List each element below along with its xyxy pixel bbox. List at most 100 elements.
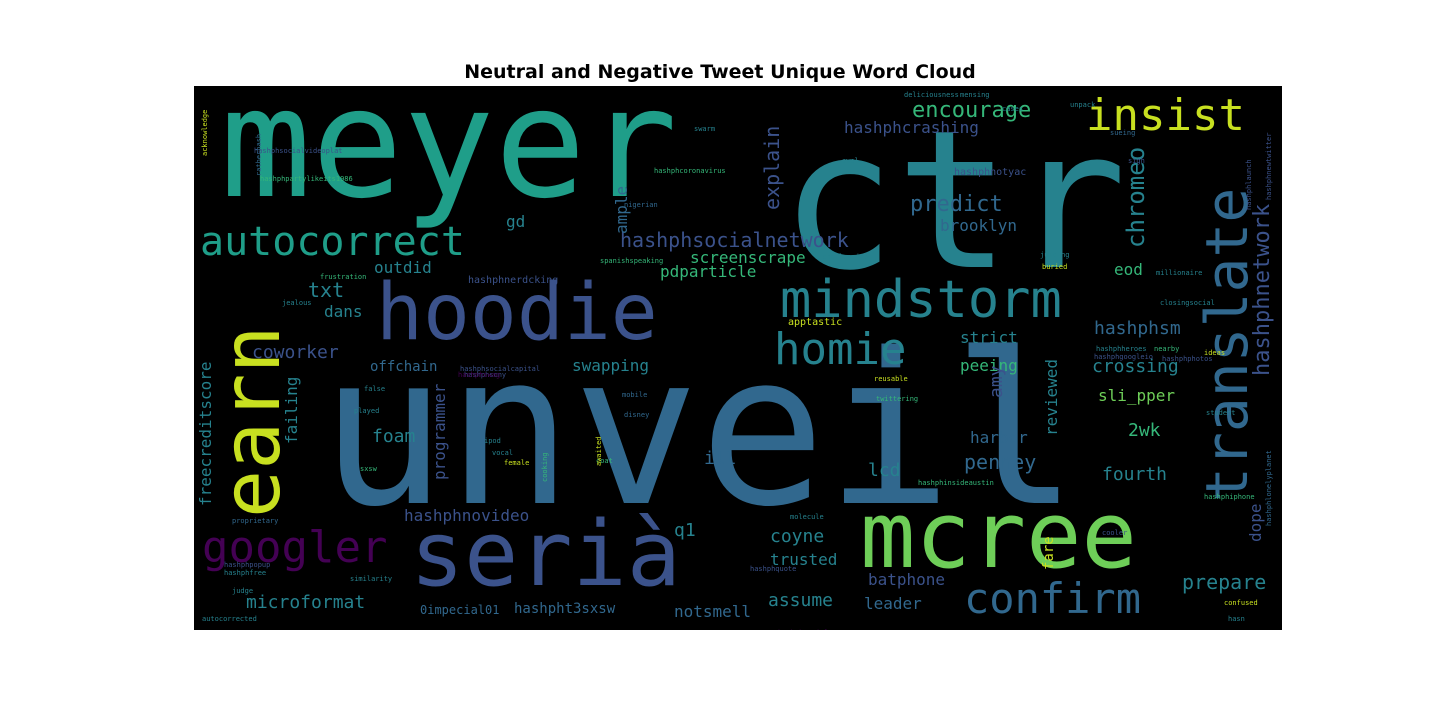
word: deliciousness <box>904 91 959 99</box>
word: hashphheroes <box>1096 345 1147 353</box>
word: swarm <box>694 125 716 133</box>
word: prepare <box>1182 570 1267 594</box>
word: amy <box>986 365 1007 398</box>
word: jealous <box>282 299 312 307</box>
word: serià <box>410 502 681 607</box>
word: peeing <box>960 356 1018 375</box>
word: confused <box>1224 599 1258 607</box>
word: coworker <box>252 342 339 363</box>
word: hashphquote <box>750 565 797 573</box>
word: played <box>354 407 380 415</box>
word: hashphswag <box>458 371 501 379</box>
word: mcree <box>860 482 1137 589</box>
word: awol <box>842 157 859 165</box>
word: juicing <box>1040 251 1070 259</box>
word: strict <box>960 328 1018 347</box>
word: acknowledge <box>201 109 209 156</box>
word: meyer <box>220 86 678 232</box>
word: googler <box>202 522 388 573</box>
word: hashphnetwork <box>1250 203 1275 376</box>
word: hashphsocialnetwork <box>620 228 849 252</box>
word: hashphpartylikeits1986 <box>260 175 353 183</box>
word: hashphnerdcking <box>468 275 559 286</box>
word: ipod <box>484 437 501 445</box>
word: disney <box>624 411 650 419</box>
word: hashphsm <box>1094 318 1181 339</box>
word: microformat <box>246 592 366 613</box>
word: pdparticle <box>660 262 757 281</box>
word: student <box>1206 409 1236 417</box>
chart-title: Neutral and Negative Tweet Unique Word C… <box>464 61 976 83</box>
word: hashphinsideaustin <box>918 479 994 487</box>
word: nigerian <box>624 201 658 209</box>
word-cloud: meyer ctr unveil hoodie earn serià mcree… <box>194 86 1282 630</box>
word: fare <box>1041 536 1057 570</box>
word: dope <box>1246 503 1265 542</box>
word: cooking <box>541 452 549 482</box>
word: hasn <box>1228 615 1245 623</box>
word: reviewed <box>1042 358 1061 436</box>
word: mindstorm <box>780 270 1062 330</box>
word: ideas <box>1204 349 1226 357</box>
word: 0impecial01 <box>420 603 500 617</box>
word: challenging <box>822 253 869 261</box>
word: encourage <box>912 98 1032 123</box>
word: gd <box>506 212 526 231</box>
word: sli_pper <box>1098 386 1176 405</box>
word: hashphpopup <box>224 561 271 569</box>
word: freecreditscore <box>196 361 215 507</box>
word: penney <box>964 450 1037 474</box>
word: ratherhash <box>255 133 263 176</box>
word: buried <box>1042 263 1068 271</box>
word: confirm <box>964 574 1142 623</box>
word: ctr <box>780 90 1127 313</box>
word: hashphsocialvideoplat <box>254 147 343 155</box>
word: programmer <box>430 383 449 480</box>
word: crossing <box>1092 356 1179 377</box>
word: unpack <box>1070 101 1096 109</box>
word: sxsw <box>360 465 377 473</box>
word: cooler <box>1102 529 1128 537</box>
word: assume <box>768 590 834 611</box>
word: failing <box>282 376 301 444</box>
word: ill <box>704 448 737 469</box>
word: hashphcrashing <box>844 118 979 137</box>
word: hashphlonelyplanet <box>1265 450 1273 526</box>
word: molecule <box>790 513 824 521</box>
word: unveil <box>320 308 1079 553</box>
word: hashphlaunch <box>1245 159 1253 210</box>
word: eod <box>1114 260 1143 279</box>
word: sigh <box>1128 157 1145 165</box>
word: notsmell <box>674 602 752 621</box>
word: explain <box>760 125 784 210</box>
word: sueing <box>1110 129 1136 137</box>
word: hashphgoogleio <box>1094 353 1154 361</box>
word: apptastic <box>788 317 843 328</box>
word: batphone <box>868 570 946 589</box>
word: dans <box>324 302 363 321</box>
word: female <box>504 459 530 467</box>
word: insist <box>1086 90 1245 141</box>
word: foam <box>372 426 416 447</box>
word: mobile <box>622 391 648 399</box>
word: similarity <box>350 575 393 583</box>
word: vocal <box>492 449 514 457</box>
word: awaited <box>595 436 603 466</box>
word: hashphphotos <box>1162 355 1213 363</box>
word: millionaire <box>1156 269 1203 277</box>
word: ample <box>612 185 631 234</box>
word: coat <box>596 457 613 465</box>
word: predict <box>910 192 1003 217</box>
word: spanishspeaking <box>600 257 664 265</box>
word: autocorrect <box>200 219 465 265</box>
word: lcd <box>868 460 901 481</box>
word: trusted <box>770 550 838 569</box>
word: screenscrape <box>690 248 806 267</box>
word: 2wk <box>1128 420 1161 441</box>
word: cases <box>1002 105 1024 113</box>
word: proprietary <box>232 517 279 525</box>
word: hashphnovideo <box>404 506 530 525</box>
word: leader <box>864 594 922 613</box>
word: false <box>364 385 386 393</box>
word: txt <box>308 278 345 302</box>
